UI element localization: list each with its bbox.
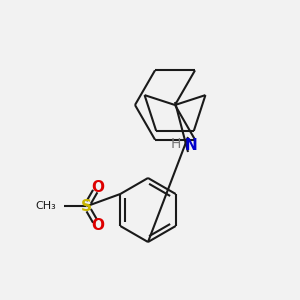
Text: O: O bbox=[91, 180, 104, 195]
Text: N: N bbox=[184, 137, 197, 152]
Text: S: S bbox=[81, 199, 92, 214]
Text: H: H bbox=[171, 137, 181, 151]
Text: O: O bbox=[91, 218, 104, 233]
Text: CH₃: CH₃ bbox=[36, 201, 56, 211]
